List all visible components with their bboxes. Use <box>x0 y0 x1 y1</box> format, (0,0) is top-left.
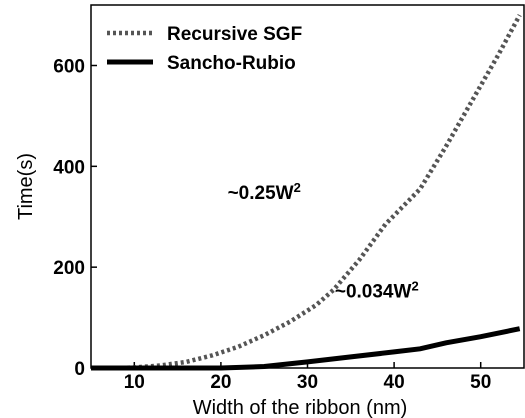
series-line-recursive-sgf <box>91 14 522 371</box>
x-tick-label: 10 <box>124 372 145 393</box>
y-tick-label: 200 <box>53 258 85 279</box>
y-tick-label: 600 <box>53 57 85 78</box>
axes: 0 200 400 600 10 20 30 40 50 <box>53 4 525 393</box>
legend-label: Sancho-Rubio <box>167 53 296 74</box>
series-group <box>91 14 522 371</box>
legend: Recursive SGF Sancho-Rubio <box>107 24 302 74</box>
x-tick-label: 40 <box>384 372 405 393</box>
series-line-sancho-rubio <box>91 326 521 371</box>
annotation: ~0.034W2 <box>335 278 419 303</box>
y-tick-label: 400 <box>53 157 85 178</box>
x-tick-label: 50 <box>470 372 491 393</box>
plot-frame <box>90 4 525 369</box>
y-tick-label: 0 <box>74 359 85 380</box>
x-axis-label: Width of the ribbon (nm) <box>193 397 408 418</box>
x-tick-label: 30 <box>297 372 318 393</box>
x-tick-label: 20 <box>210 372 231 393</box>
annotations: ~0.25W2 ~0.034W2 <box>228 180 419 303</box>
annotation: ~0.25W2 <box>228 180 301 205</box>
legend-label: Recursive SGF <box>167 24 302 45</box>
y-axis-label: Time(s) <box>15 153 37 220</box>
